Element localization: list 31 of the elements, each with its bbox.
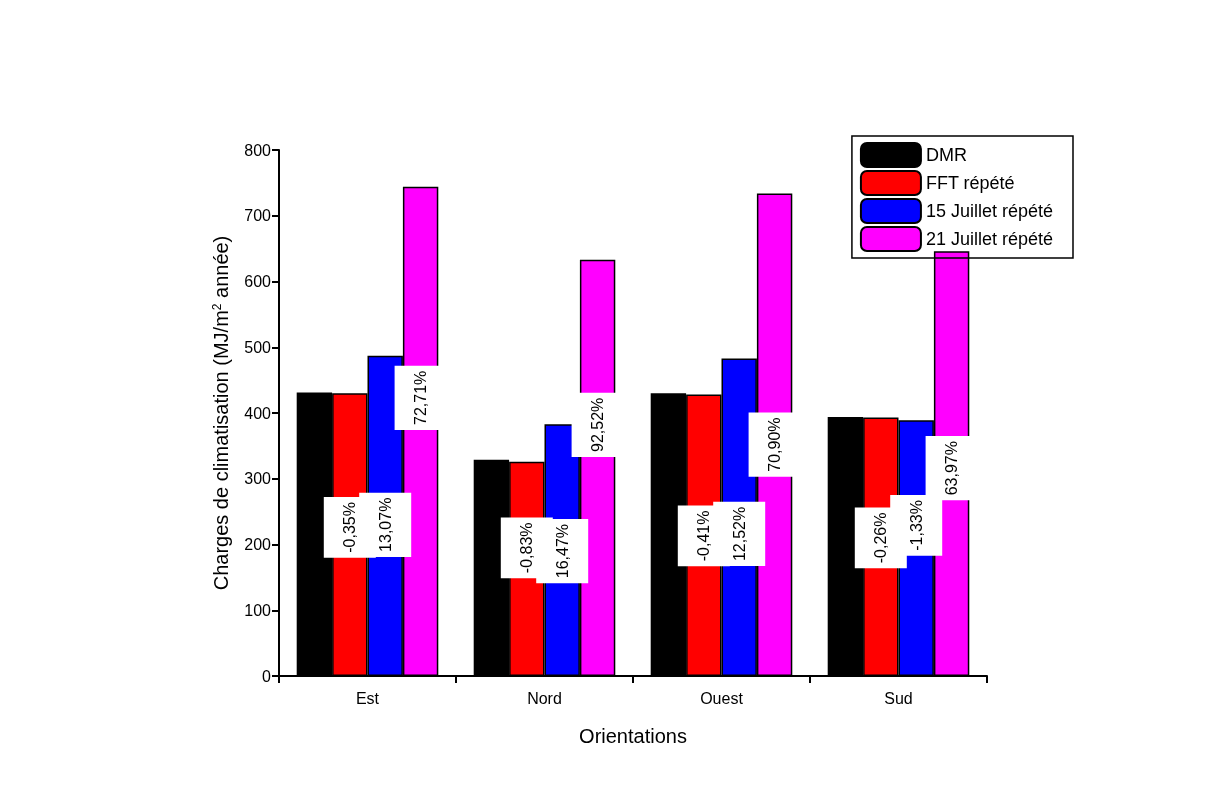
y-tick-label: 800 [244, 141, 272, 159]
y-tick-label: 200 [244, 536, 272, 553]
y-tick-label: 0 [262, 667, 272, 685]
annotation: -0,35% [341, 502, 359, 553]
annotation: -0,41% [695, 510, 713, 562]
y-tick-label: 500 [244, 338, 272, 356]
annotation: -0,83% [518, 522, 536, 574]
annotation: 92,52% [589, 397, 607, 452]
annotation: -0,26% [872, 512, 890, 564]
y-axis-title: Charges de climatisation (MJ/m2 année) [210, 235, 232, 591]
y-tick-label: 700 [244, 207, 272, 225]
legend-label: DMR [925, 145, 967, 165]
legend-label: FFT répété [925, 173, 1015, 193]
y-tick-label: 400 [244, 404, 272, 422]
annotation: 63,97% [943, 441, 961, 496]
y-tick-label: 100 [244, 601, 272, 619]
x-axis-title: Orientations [579, 725, 687, 747]
annotation: -1,33% [907, 500, 925, 551]
y-tick-label: 600 [244, 273, 272, 290]
annotation: 16,47% [553, 523, 571, 579]
legend-label: 15 Juillet répété [925, 201, 1054, 221]
annotation: 12,52% [730, 506, 748, 562]
annotation: 13,07% [376, 497, 394, 552]
legend-label: 21 Juillet répété [925, 229, 1054, 249]
y-tick-label: 300 [244, 470, 272, 488]
x-tick-label: Ouest [700, 689, 744, 707]
x-tick-label: Sud [884, 689, 913, 707]
annotation: 70,90% [766, 417, 784, 472]
x-tick-label: Est [355, 689, 380, 707]
x-tick-label: Nord [527, 689, 562, 707]
annotation: 72,71% [412, 370, 430, 426]
